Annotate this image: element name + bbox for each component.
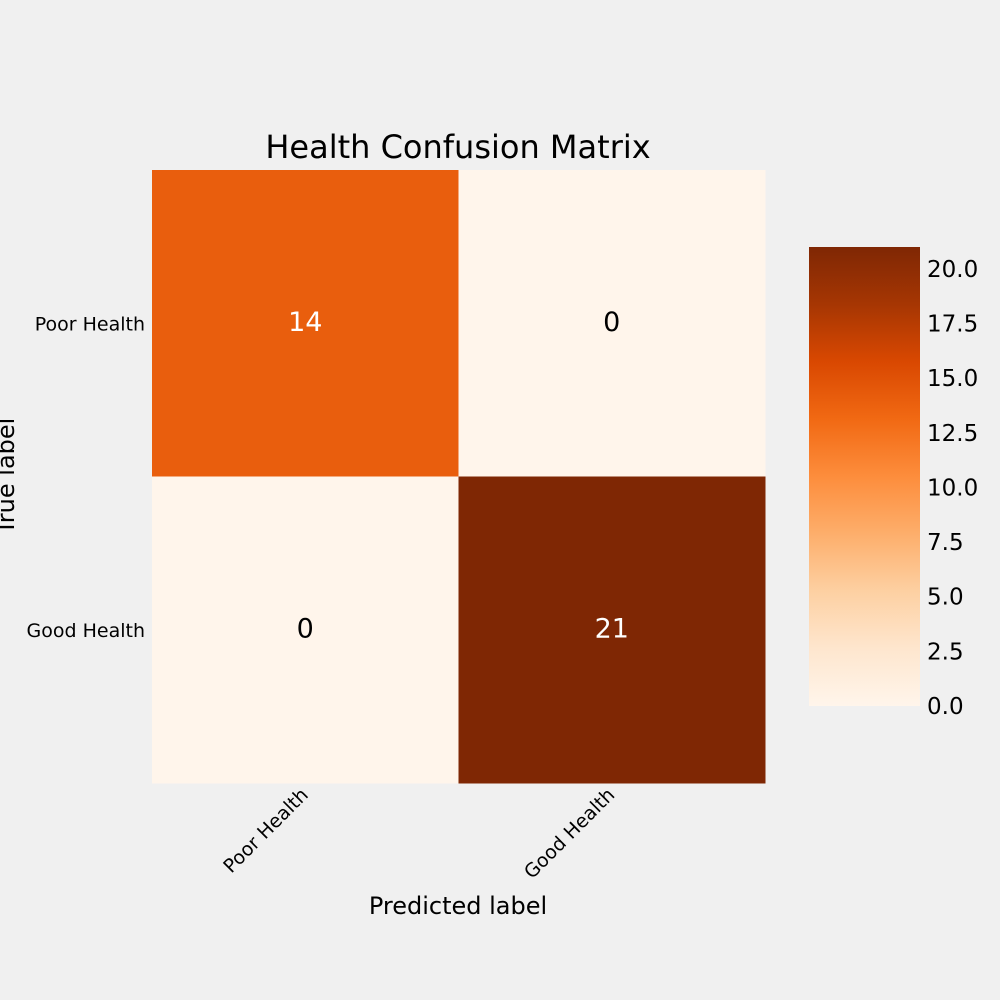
colorbar	[809, 247, 920, 706]
matrix-cells: 14 0 0 21	[152, 170, 766, 784]
cell-value-label: 21	[595, 613, 629, 644]
colorbar-tick-label: 20.0	[927, 257, 978, 283]
colorbar-tick-label: 7.5	[927, 530, 964, 556]
colorbar-tick-label: 2.5	[927, 639, 964, 665]
matrix-cell	[458, 476, 766, 784]
row-tick-label: Poor Health	[35, 313, 145, 335]
colorbar-tick-label: 12.5	[927, 421, 978, 447]
matrix-cell	[152, 476, 459, 784]
column-tick-label: Good Health	[520, 784, 619, 883]
column-tick-labels: Poor Health Good Health	[219, 784, 619, 883]
x-axis-label: Predicted label	[369, 892, 547, 920]
colorbar-tick-label: 15.0	[927, 366, 978, 392]
colorbar-tick-label: 5.0	[927, 585, 964, 611]
colorbar-tick-label: 10.0	[927, 475, 978, 501]
y-axis-label: True label	[0, 418, 20, 536]
colorbar-tick-label: 0.0	[927, 694, 964, 720]
cell-value-label: 0	[603, 307, 620, 338]
row-tick-label: Good Health	[27, 620, 145, 642]
column-tick-label: Poor Health	[219, 784, 313, 878]
colorbar-tick-label: 17.5	[927, 312, 978, 338]
row-tick-labels: Poor Health Good Health	[27, 313, 145, 642]
cell-value-label: 0	[297, 613, 314, 644]
colorbar-tick-labels: 0.0 2.5 5.0 7.5 10.0 12.5 15.0 17.5 20.0	[927, 257, 978, 720]
matrix-cell	[458, 170, 766, 477]
chart-title: Health Confusion Matrix	[265, 128, 650, 166]
matrix-cell	[152, 170, 459, 477]
cell-value-label: 14	[288, 307, 322, 338]
